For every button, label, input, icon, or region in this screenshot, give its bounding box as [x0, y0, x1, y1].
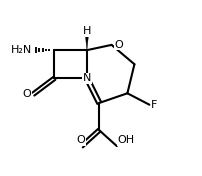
Text: O: O: [114, 40, 123, 50]
Text: F: F: [151, 100, 158, 110]
Text: O: O: [23, 89, 32, 99]
Polygon shape: [85, 28, 89, 50]
Text: O: O: [76, 135, 85, 145]
Text: N: N: [83, 73, 91, 83]
Text: H: H: [83, 26, 91, 36]
Text: OH: OH: [118, 135, 135, 145]
Text: H₂N: H₂N: [11, 45, 32, 55]
